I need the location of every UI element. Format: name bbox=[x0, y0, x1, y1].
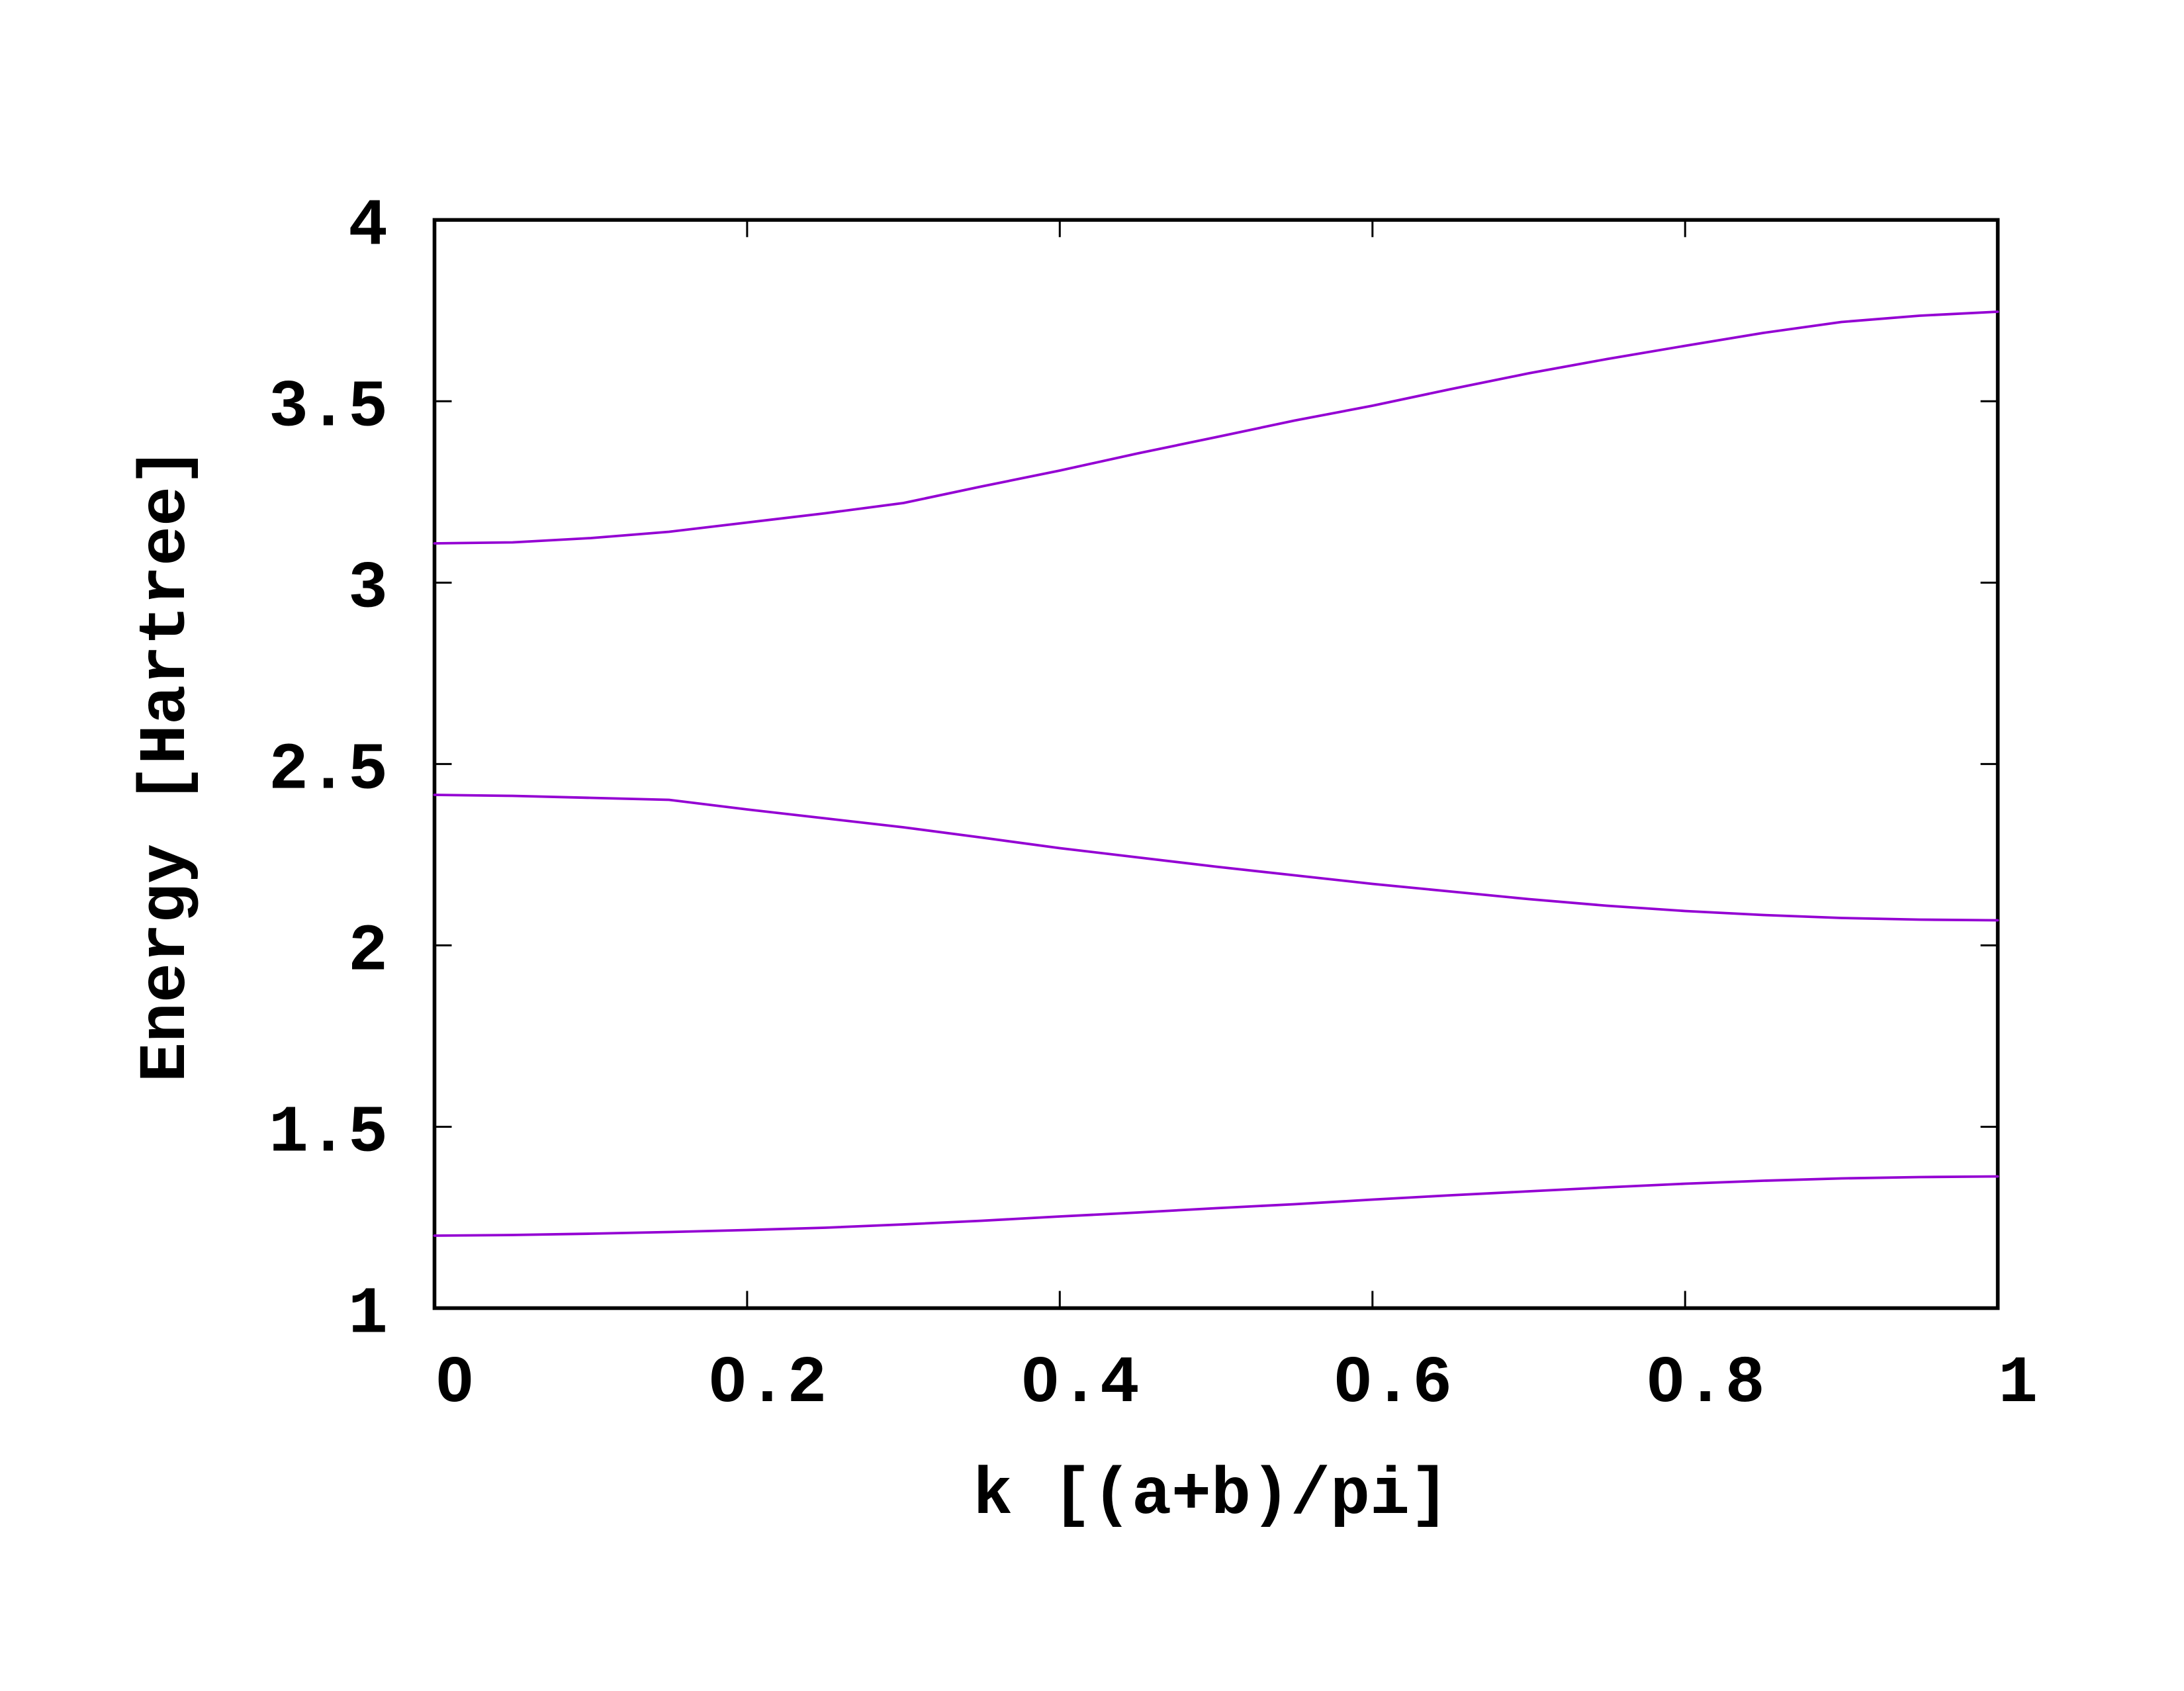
svg-text:3.5: 3.5 bbox=[269, 371, 388, 445]
svg-text:Energy [Hartree]: Energy [Hartree] bbox=[130, 447, 205, 1082]
svg-text:1.5: 1.5 bbox=[269, 1097, 388, 1171]
svg-text:1: 1 bbox=[1998, 1347, 2038, 1422]
svg-text:4: 4 bbox=[348, 189, 388, 264]
svg-text:2.5: 2.5 bbox=[269, 733, 388, 808]
svg-text:3: 3 bbox=[348, 552, 388, 627]
svg-text:k [(a+b)/pi]: k [(a+b)/pi] bbox=[973, 1459, 1449, 1533]
svg-text:2: 2 bbox=[348, 915, 388, 989]
svg-text:1: 1 bbox=[348, 1278, 388, 1353]
